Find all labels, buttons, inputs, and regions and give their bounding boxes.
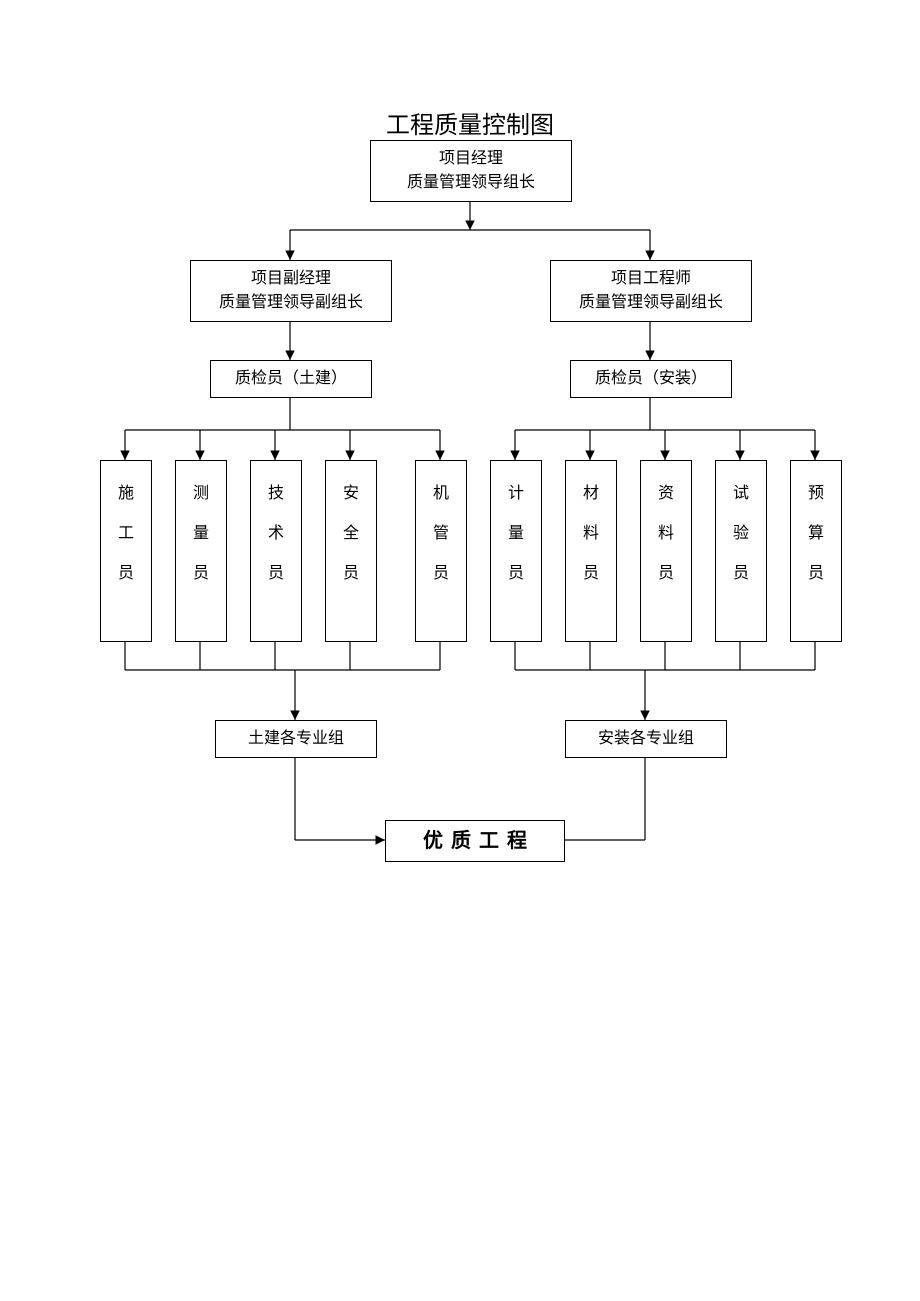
role-machinery: 机管员 xyxy=(415,460,467,642)
role-testing: 试验员 xyxy=(715,460,767,642)
role-technical: 技术员 xyxy=(250,460,302,642)
role-budget: 预算员 xyxy=(790,460,842,642)
node-line1: 项目经理 xyxy=(439,147,503,171)
role-char: 员 xyxy=(733,559,749,583)
node-line1: 项目工程师 xyxy=(611,267,691,291)
role-char: 员 xyxy=(583,559,599,583)
node-line1: 项目副经理 xyxy=(251,267,331,291)
node-civil-groups: 土建各专业组 xyxy=(215,720,377,758)
role-metering: 计量员 xyxy=(490,460,542,642)
role-document: 资料员 xyxy=(640,460,692,642)
role-char: 材 xyxy=(583,479,599,503)
role-char: 试 xyxy=(733,479,749,503)
role-char: 施 xyxy=(118,479,134,503)
role-char: 料 xyxy=(658,519,674,543)
role-char: 员 xyxy=(118,559,134,583)
role-material: 材料员 xyxy=(565,460,617,642)
role-char: 算 xyxy=(808,519,824,543)
role-char: 全 xyxy=(343,519,359,543)
role-char: 工 xyxy=(118,519,134,543)
flowchart-canvas: 工程质量控制图 项目经理 质量管理领导组长 项目副经理 质量管理领导副组长 项目… xyxy=(0,0,920,1301)
role-char: 验 xyxy=(733,519,749,543)
role-char: 员 xyxy=(808,559,824,583)
role-char: 技 xyxy=(268,479,284,503)
node-quality-project: 优质工程 xyxy=(385,820,565,862)
role-char: 量 xyxy=(508,519,524,543)
role-char: 量 xyxy=(193,519,209,543)
role-char: 测 xyxy=(193,479,209,503)
role-char: 预 xyxy=(808,479,824,503)
node-line2: 质量管理领导副组长 xyxy=(579,291,723,315)
role-char: 员 xyxy=(508,559,524,583)
role-char: 员 xyxy=(193,559,209,583)
role-char: 员 xyxy=(433,559,449,583)
role-char: 管 xyxy=(433,519,449,543)
role-construction: 施工员 xyxy=(100,460,152,642)
node-deputy-manager: 项目副经理 质量管理领导副组长 xyxy=(190,260,392,322)
node-install-groups: 安装各专业组 xyxy=(565,720,727,758)
role-char: 术 xyxy=(268,519,284,543)
node-inspector-install: 质检员（安装） xyxy=(570,360,732,398)
role-char: 计 xyxy=(508,479,524,503)
role-char: 安 xyxy=(343,479,359,503)
node-project-engineer: 项目工程师 质量管理领导副组长 xyxy=(550,260,752,322)
node-project-manager: 项目经理 质量管理领导组长 xyxy=(370,140,572,202)
role-survey: 测量员 xyxy=(175,460,227,642)
role-char: 员 xyxy=(268,559,284,583)
diagram-title: 工程质量控制图 xyxy=(370,105,570,140)
role-safety: 安全员 xyxy=(325,460,377,642)
node-line2: 质量管理领导组长 xyxy=(407,171,535,195)
role-char: 员 xyxy=(343,559,359,583)
role-char: 机 xyxy=(433,479,449,503)
role-char: 料 xyxy=(583,519,599,543)
node-line2: 质量管理领导副组长 xyxy=(219,291,363,315)
node-inspector-civil: 质检员（土建） xyxy=(210,360,372,398)
role-char: 资 xyxy=(658,479,674,503)
role-char: 员 xyxy=(658,559,674,583)
